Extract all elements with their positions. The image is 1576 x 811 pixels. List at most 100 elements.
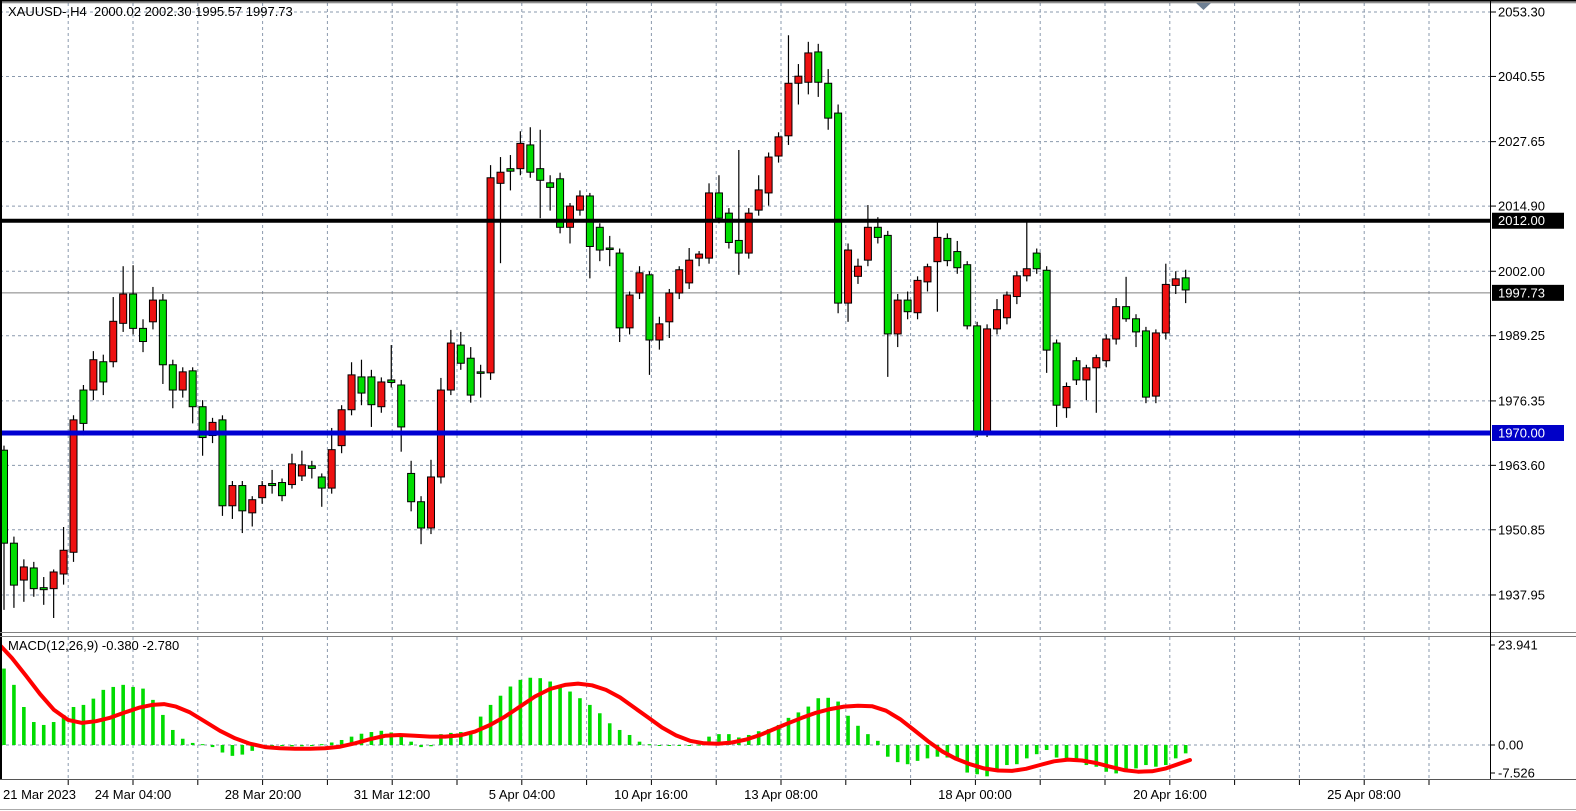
time-axis-label: 24 Mar 04:00 [95, 787, 172, 802]
macd-histogram-bar [131, 686, 135, 745]
candle-bullish [853, 265, 862, 277]
macd-histogram-bar [846, 715, 850, 745]
candle-bullish [893, 299, 902, 335]
candle-bullish [516, 142, 525, 170]
candle-bullish [148, 299, 157, 323]
macd-histogram-bar [935, 745, 940, 757]
window-top-inner-border [0, 2, 1576, 4]
latest-bar-marker-icon [1196, 3, 1211, 10]
candle-bullish [496, 171, 505, 184]
candle-bearish [188, 370, 197, 408]
macd-histogram-bar [468, 732, 473, 745]
time-axis-label: 20 Apr 16:00 [1133, 787, 1207, 802]
candle-bullish [784, 82, 793, 137]
macd-axis-label: -7.526 [1498, 766, 1535, 781]
candle-bullish [119, 293, 128, 324]
macd-histogram-bar [687, 745, 691, 746]
candle-bullish [705, 192, 714, 259]
macd-histogram-bar [876, 740, 880, 745]
macd-histogram-bar [1084, 745, 1089, 766]
candle-bearish [556, 178, 565, 228]
macd-histogram-bar [528, 677, 533, 745]
macd-histogram-bar [667, 745, 672, 746]
macd-histogram-bar [419, 745, 423, 748]
macd-histogram-bar [329, 742, 334, 745]
macd-axis-label: 0.00 [1498, 738, 1523, 753]
price-label-box-text: 1970.00 [1498, 425, 1545, 440]
macd-histogram-bar [1134, 745, 1138, 769]
macd-histogram-bar [975, 745, 979, 775]
macd-histogram-bar [836, 701, 840, 745]
macd-histogram-bar [270, 745, 274, 747]
macd-histogram-bar [1064, 745, 1069, 761]
macd-histogram-bar [776, 724, 781, 745]
macd-histogram-bar [558, 686, 562, 745]
candle-bearish [645, 274, 654, 341]
macd-histogram-bar [230, 745, 235, 756]
candle-bullish [59, 549, 68, 575]
candle-bearish [546, 182, 555, 188]
candle-bullish [566, 205, 575, 228]
macd-histogram-bar [51, 722, 56, 745]
macd-histogram-bar [1144, 745, 1148, 766]
candle-bullish [774, 136, 783, 157]
macd-histogram-bar [1015, 745, 1019, 765]
macd-histogram-bar [1054, 745, 1059, 758]
candle-bearish [29, 567, 38, 590]
candle-bullish [1171, 278, 1180, 286]
macd-histogram-bar [280, 745, 284, 746]
candle-bullish [665, 292, 674, 323]
macd-histogram-bar [439, 734, 443, 745]
candle-bearish [238, 485, 247, 512]
time-axis-label: 25 Apr 08:00 [1327, 787, 1401, 802]
price-axis-label: 2014.90 [1498, 199, 1545, 214]
macd-histogram-bar [250, 745, 255, 751]
macd-histogram-bar [885, 745, 890, 757]
macd-histogram-bar [637, 741, 642, 745]
candle-bullish [1022, 268, 1031, 277]
macd-signal-line [0, 643, 1192, 774]
candle-bullish [337, 409, 346, 447]
price-label-box-text: 2012.00 [1498, 213, 1545, 228]
price-axis-label: 1989.25 [1498, 328, 1545, 343]
macd-histogram-bar [171, 729, 175, 745]
time-axis-label: 18 Apr 00:00 [938, 787, 1012, 802]
macd-histogram-bar [81, 704, 86, 745]
time-axis-label: 10 Apr 16:00 [614, 787, 688, 802]
candle-bullish [1002, 294, 1011, 319]
macd-histogram-bar [141, 688, 145, 745]
window-left-border [0, 0, 2, 780]
candle-bearish [367, 376, 376, 406]
macd-histogram-bar [1124, 745, 1128, 772]
macd-histogram-bar [41, 724, 46, 745]
candle-bearish [218, 419, 227, 507]
candle-bullish [913, 279, 922, 314]
macd-histogram-bar [22, 706, 26, 745]
candle-bearish [407, 472, 416, 503]
candle-bullish [109, 320, 118, 363]
macd-histogram-bar [816, 698, 821, 745]
macd-histogram-bar [161, 714, 165, 745]
candle-bearish [1052, 342, 1061, 406]
macd-histogram-bar [449, 732, 453, 745]
candle-bearish [506, 168, 515, 172]
macd-histogram-bar [508, 686, 513, 745]
candle-bearish [734, 239, 743, 254]
macd-histogram-bar [568, 691, 572, 745]
macd-histogram-bar [607, 723, 612, 745]
macd-histogram-bar [796, 712, 801, 745]
candle-bearish [1042, 269, 1051, 351]
candle-bullish [228, 485, 237, 507]
price-label-box [1492, 424, 1564, 441]
candle-bullish [744, 212, 753, 254]
candle-bearish [387, 379, 396, 383]
candle-bullish [933, 236, 942, 263]
time-axis-label: 5 Apr 04:00 [489, 787, 556, 802]
macd-histogram-bar [985, 745, 989, 777]
candle-bearish [1181, 277, 1190, 291]
candle-bullish [287, 463, 296, 486]
macd-histogram-bar [657, 745, 662, 746]
macd-histogram-bar [697, 744, 701, 746]
candle-bearish [198, 406, 207, 439]
